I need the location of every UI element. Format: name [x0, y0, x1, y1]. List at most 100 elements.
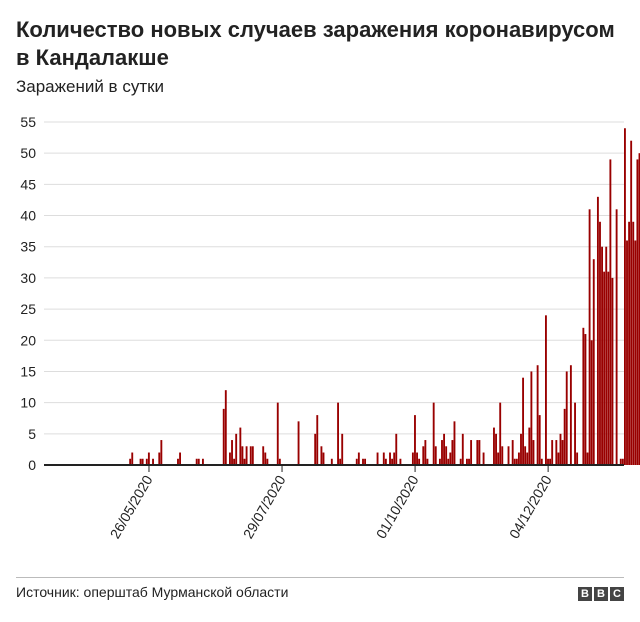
bar — [574, 402, 576, 465]
bar — [316, 415, 319, 465]
bar — [468, 458, 470, 465]
bar — [555, 440, 558, 465]
bar — [545, 315, 547, 465]
bar — [145, 458, 148, 465]
bar — [418, 458, 421, 465]
bar — [565, 371, 568, 465]
bar — [139, 458, 142, 465]
bar — [399, 458, 402, 465]
bar — [536, 365, 539, 465]
bar — [611, 277, 614, 465]
bar — [482, 452, 485, 465]
bar — [141, 458, 144, 465]
bar — [414, 415, 416, 465]
bar — [382, 452, 385, 465]
bar — [357, 452, 360, 465]
bar — [432, 402, 435, 465]
bar — [470, 440, 473, 465]
chart-title: Количество новых случаев заражения корон… — [16, 17, 615, 70]
bar — [424, 440, 427, 465]
bar — [520, 433, 522, 465]
bar — [586, 452, 589, 465]
bar — [584, 334, 587, 465]
bar — [551, 440, 554, 465]
bar — [549, 458, 552, 465]
bar — [364, 458, 367, 465]
bar — [197, 458, 200, 465]
bar — [499, 402, 502, 465]
bar — [621, 458, 624, 465]
bar — [447, 458, 450, 465]
bar — [241, 446, 244, 465]
bar — [278, 458, 281, 465]
bar — [449, 452, 452, 465]
x-tick-label: 01/10/2020 — [373, 472, 422, 541]
bar — [561, 440, 564, 465]
bar — [501, 446, 504, 465]
bar — [201, 458, 204, 465]
bar — [231, 440, 233, 465]
bar — [224, 390, 227, 465]
bar — [158, 452, 161, 465]
bar — [362, 458, 364, 465]
bar — [243, 458, 246, 465]
bar — [615, 209, 618, 465]
bar — [540, 458, 543, 465]
bar-chart: 0 5 10 15 20 25 30 35 40 45 50 55 26/05/2020 29/07/20… — [20, 114, 640, 541]
bar — [515, 458, 518, 465]
bar — [563, 408, 566, 465]
bar — [609, 159, 612, 465]
bar — [493, 427, 495, 465]
chart-subtitle: Заражений в сутки — [16, 77, 165, 96]
bbc-logo-letter: B — [578, 587, 592, 601]
bar — [522, 377, 525, 465]
bar — [638, 153, 640, 465]
bar — [495, 433, 497, 465]
bar — [524, 446, 527, 465]
bar — [233, 458, 236, 465]
bar — [576, 452, 579, 465]
bar — [262, 446, 265, 465]
bar — [245, 446, 248, 465]
y-tick-label: 25 — [20, 301, 36, 317]
bar — [152, 458, 154, 465]
bar — [147, 452, 150, 465]
x-tick-label: 26/05/2020 — [107, 472, 156, 541]
bar — [129, 458, 132, 465]
y-tick-label: 10 — [20, 395, 36, 411]
bar — [195, 458, 198, 465]
source-note: Источник: оперштаб Мурманской области — [16, 584, 289, 600]
bar — [599, 221, 601, 465]
y-tick-label: 30 — [20, 270, 36, 286]
bar — [547, 458, 549, 465]
bar — [395, 433, 398, 465]
bar — [466, 458, 468, 465]
bar — [266, 458, 269, 465]
y-tick-label: 40 — [20, 208, 36, 224]
bar — [229, 452, 231, 465]
bar — [441, 440, 443, 465]
y-tick-label: 50 — [20, 145, 36, 161]
bar — [590, 340, 593, 465]
bar — [341, 433, 344, 465]
bar — [476, 440, 479, 465]
y-tick-label: 45 — [20, 176, 36, 192]
bar — [628, 221, 631, 465]
bar — [588, 209, 591, 465]
bar — [411, 452, 414, 465]
bar — [438, 458, 441, 465]
bar — [453, 421, 456, 465]
y-tick-label: 5 — [28, 426, 36, 442]
bar — [497, 452, 500, 465]
bar — [582, 327, 585, 465]
bar — [605, 246, 608, 465]
bar — [459, 458, 462, 465]
y-tick-label: 20 — [20, 332, 36, 348]
bar — [517, 452, 520, 465]
bar — [478, 440, 481, 465]
bar — [528, 427, 531, 465]
bar — [538, 415, 541, 465]
bar — [603, 271, 606, 465]
bar — [251, 446, 254, 465]
bar — [507, 446, 510, 465]
